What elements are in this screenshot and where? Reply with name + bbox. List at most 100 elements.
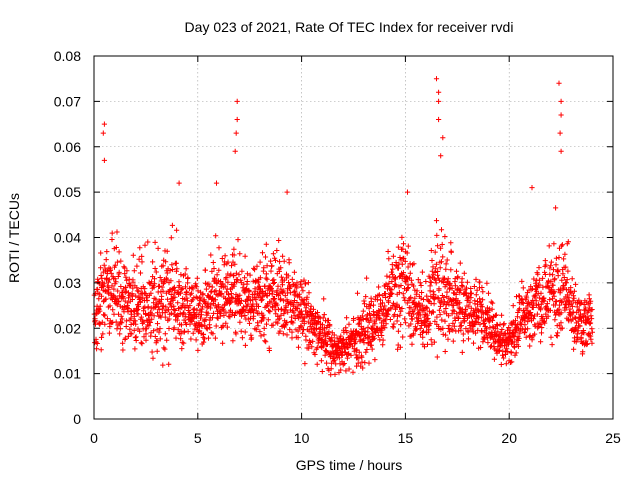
data-point [503,345,509,351]
data-point [267,309,273,315]
data-point [392,312,398,318]
data-point [291,309,297,315]
data-point [395,328,401,334]
data-point [101,262,107,268]
data-point [519,278,525,284]
data-point [242,275,248,281]
data-point [385,248,391,255]
data-point [210,259,216,266]
data-point [133,293,139,299]
data-point [379,332,385,339]
data-point [152,281,158,287]
data-point [261,325,267,331]
data-point [220,340,226,346]
data-point [314,361,320,367]
data-point [109,283,115,289]
data-point [413,301,419,307]
data-point [270,251,276,257]
data-point [465,336,472,342]
x-tick-label: 25 [605,430,621,446]
data-point [478,344,484,351]
data-point [101,121,107,127]
data-point [257,329,263,335]
data-point [458,309,464,315]
data-point [565,239,571,245]
data-point [366,360,372,366]
data-point [244,271,250,277]
data-point [283,320,289,326]
data-point [386,256,392,262]
data-point [547,297,553,303]
data-point [460,338,466,344]
data-point [488,315,494,321]
data-point [225,279,231,285]
data-point [550,267,557,273]
data-point [302,361,308,367]
data-point [328,366,334,372]
data-point [243,286,249,293]
data-point [346,321,352,327]
data-point [273,311,279,317]
data-point [364,275,370,281]
data-point [499,312,505,318]
data-point [278,286,284,292]
data-point [202,267,208,273]
data-point [252,267,258,273]
data-point [181,340,187,346]
data-point [365,324,371,330]
data-point [440,331,446,337]
data-point [542,258,548,264]
data-point [535,285,541,291]
data-point [581,330,587,336]
data-point [263,321,270,327]
data-point [376,292,382,298]
data-point [116,269,122,275]
data-point [405,264,411,270]
data-point [433,76,440,82]
data-point [253,327,259,333]
data-point [536,277,542,283]
data-point [379,300,386,306]
data-point [473,276,479,282]
data-point [401,255,407,262]
data-point [553,299,559,305]
data-point [380,342,386,348]
data-point [145,239,151,245]
data-point [570,298,576,304]
data-point [130,279,136,285]
data-point [281,288,287,294]
data-point [164,270,170,276]
ticks-layer: 0 0.01 0.02 0.03 0.04 0.05 0.06 0.07 0.08 0 5 10 15 2… [54,48,621,446]
data-point [262,338,268,344]
data-point [295,335,301,341]
data-point [239,313,245,319]
data-point [557,130,563,136]
data-point [513,350,519,356]
data-point [170,266,176,273]
data-point [306,290,312,296]
data-point [236,272,242,278]
data-point [207,325,213,331]
data-point [247,272,253,278]
data-point [405,284,411,291]
data-point [239,335,245,341]
data-point [326,329,332,335]
data-point [427,283,433,289]
data-point [200,304,206,310]
data-point [421,308,427,314]
data-point [292,288,298,294]
data-point [477,279,483,285]
data-point [589,329,595,335]
x-tick-label: 15 [398,430,414,446]
data-point [159,284,165,290]
data-point [444,289,450,295]
data-point [376,284,382,290]
data-point [185,280,191,286]
data-point [164,337,170,343]
data-point [234,116,240,123]
data-point [265,317,271,323]
data-point [423,278,429,285]
data-point [365,329,371,335]
data-point [205,310,211,316]
data-point [458,287,464,293]
